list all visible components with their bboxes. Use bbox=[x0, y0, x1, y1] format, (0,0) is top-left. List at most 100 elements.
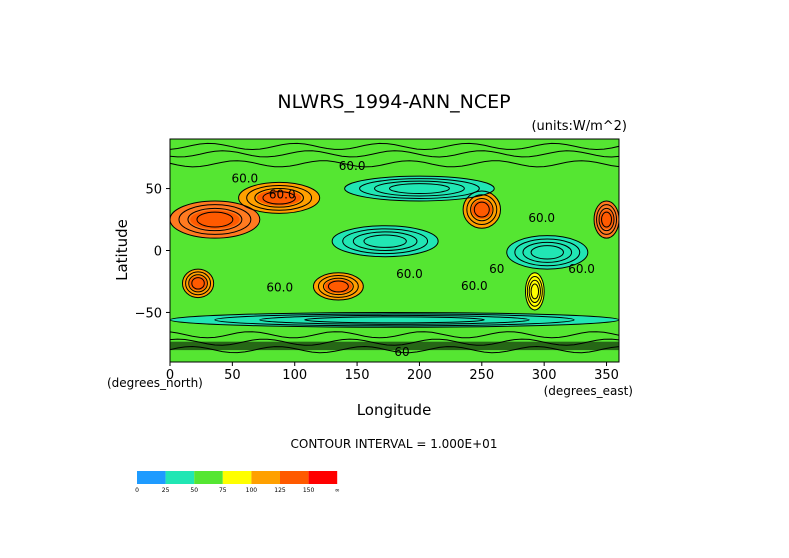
contour-label: 60 bbox=[394, 345, 409, 359]
contour-southern-africa-3 bbox=[191, 277, 205, 290]
contour-tropical-convection-america-3 bbox=[530, 245, 564, 260]
contour-australia-3 bbox=[327, 280, 349, 293]
contour-north-africa-arabia-1 bbox=[178, 204, 252, 235]
contour-southern-africa-2 bbox=[188, 274, 208, 293]
contour-mexico-sahara-east-1 bbox=[596, 204, 618, 235]
units-label: (units:W/m^2) bbox=[531, 119, 627, 134]
contour-mexico-sahara-east-2 bbox=[598, 207, 615, 232]
contour-mexico-sahara-east-3 bbox=[601, 211, 613, 228]
contour-label: 60 bbox=[489, 262, 504, 276]
contour-label: 60.0 bbox=[269, 187, 296, 201]
contour-central-asia-0 bbox=[238, 181, 321, 214]
contour-southern-ocean-band-0 bbox=[170, 311, 619, 328]
contour-interval-text: CONTOUR INTERVAL = 1.000E+01 bbox=[291, 437, 498, 451]
contour-australia-2 bbox=[322, 277, 354, 296]
contour-tropical-convection-america-2 bbox=[522, 241, 573, 263]
y-tick-label: 50 bbox=[145, 183, 162, 198]
colorbar-level-label: 125 bbox=[274, 487, 286, 494]
contour-north-pacific-band-3 bbox=[389, 183, 450, 195]
x-tick-label: 350 bbox=[594, 368, 619, 383]
contour-north-pacific-band-0 bbox=[344, 175, 495, 202]
x-axis-ticks: 0 50 100 150 200 250 300 350 bbox=[166, 362, 619, 383]
y-tick-label: 0 bbox=[154, 245, 162, 260]
contour-label: 60.0 bbox=[231, 171, 258, 185]
contour-lines bbox=[170, 142, 619, 354]
contour-central-asia-2 bbox=[254, 188, 304, 208]
x-tick-label: 300 bbox=[532, 368, 557, 383]
region-tropical-convection-west-pacific bbox=[332, 225, 439, 257]
contour-zonal-3 bbox=[170, 160, 619, 168]
contour-label: 60.0 bbox=[396, 267, 423, 281]
contour-southwest-us-1 bbox=[466, 194, 498, 225]
contour-southern-africa-0 bbox=[181, 268, 215, 299]
contour-zonal-5 bbox=[170, 142, 619, 151]
contour-label: 60.0 bbox=[266, 280, 293, 294]
region-tropical-convection-america bbox=[506, 235, 588, 270]
x-tick-label: 50 bbox=[224, 368, 241, 383]
contour-southwest-us-0 bbox=[462, 190, 502, 229]
contour-australia-0 bbox=[312, 272, 364, 301]
x-tick-label: 250 bbox=[469, 368, 494, 383]
contour-tropical-convection-america-0 bbox=[506, 235, 589, 270]
colorbar-level-label: 50 bbox=[190, 487, 198, 494]
contour-andes-1 bbox=[526, 276, 543, 307]
y-axis-label: Latitude bbox=[113, 219, 131, 281]
contour-north-africa-arabia-3 bbox=[196, 211, 234, 228]
contour-tropical-convection-west-pacific-1 bbox=[342, 228, 429, 255]
contour-southern-ocean-band-3 bbox=[304, 316, 485, 324]
region-north-pacific-band bbox=[344, 176, 495, 201]
x-tick-label: 0 bbox=[166, 368, 174, 383]
contour-australia-1 bbox=[317, 275, 359, 298]
colorbar-level-label: 0 bbox=[135, 487, 139, 494]
region-core-southwest-us bbox=[471, 200, 493, 219]
contour-north-africa-arabia-0 bbox=[170, 200, 261, 239]
contour-southern-africa-1 bbox=[185, 271, 212, 296]
colorbar-cell bbox=[308, 471, 338, 484]
contour-tropical-convection-america-1 bbox=[514, 238, 581, 267]
contour-southwest-us-2 bbox=[470, 197, 494, 222]
colorbar-level-label: 75 bbox=[219, 487, 227, 494]
x-axis-label: Longitude bbox=[357, 401, 432, 419]
colorbar-cell bbox=[165, 471, 195, 484]
contour-north-africa-arabia-2 bbox=[187, 207, 243, 232]
region-core-north-africa-arabia bbox=[190, 210, 240, 229]
colorbar-level-label: 25 bbox=[162, 487, 170, 494]
contour-label: 60.0 bbox=[528, 211, 555, 225]
chart-title: NLWRS_1994-ANN_NCEP bbox=[277, 91, 510, 113]
contour-central-asia-3 bbox=[262, 191, 296, 205]
x-tick-label: 150 bbox=[345, 368, 370, 383]
colorbar-level-label: 100 bbox=[246, 487, 258, 494]
contour-zonal-4 bbox=[170, 150, 619, 158]
contour-tropical-convection-west-pacific-0 bbox=[331, 225, 439, 258]
region-andes bbox=[525, 272, 545, 310]
y-unit-label: (degrees_north) bbox=[107, 376, 203, 390]
colorbar-cell bbox=[137, 471, 166, 484]
contour-dense-antarctic bbox=[170, 341, 619, 351]
contour-andes-2 bbox=[528, 279, 541, 304]
x-tick-label: 200 bbox=[407, 368, 432, 383]
colorbar-cell bbox=[280, 471, 309, 484]
x-unit-label: (degrees_east) bbox=[544, 384, 633, 398]
contour-andes-3 bbox=[530, 283, 540, 300]
contour-label: 60.0 bbox=[568, 262, 595, 276]
contour-southwest-us-3 bbox=[473, 201, 490, 218]
y-axis-ticks: −50 0 50 bbox=[135, 183, 170, 321]
contour-label: 60.0 bbox=[339, 159, 366, 173]
contour-north-pacific-band-2 bbox=[374, 180, 465, 197]
colorbar-cell bbox=[251, 471, 280, 484]
contour-label: 60.0 bbox=[461, 279, 488, 293]
contour-tropical-convection-west-pacific-3 bbox=[363, 234, 407, 248]
y-tick-label: −50 bbox=[135, 306, 162, 321]
contour-north-pacific-band-1 bbox=[359, 178, 480, 199]
contour-andes-0 bbox=[524, 272, 545, 311]
colorbar-level-label: 150 bbox=[303, 487, 315, 494]
contour-zonal-2 bbox=[170, 331, 619, 339]
x-tick-label: 100 bbox=[282, 368, 307, 383]
colorbar: 0 25 50 75 100 125 150 ∞ bbox=[135, 471, 340, 494]
colorbar-cell bbox=[194, 471, 223, 484]
colorbar-level-label: ∞ bbox=[335, 487, 340, 494]
contour-southern-ocean-band-1 bbox=[214, 313, 575, 327]
